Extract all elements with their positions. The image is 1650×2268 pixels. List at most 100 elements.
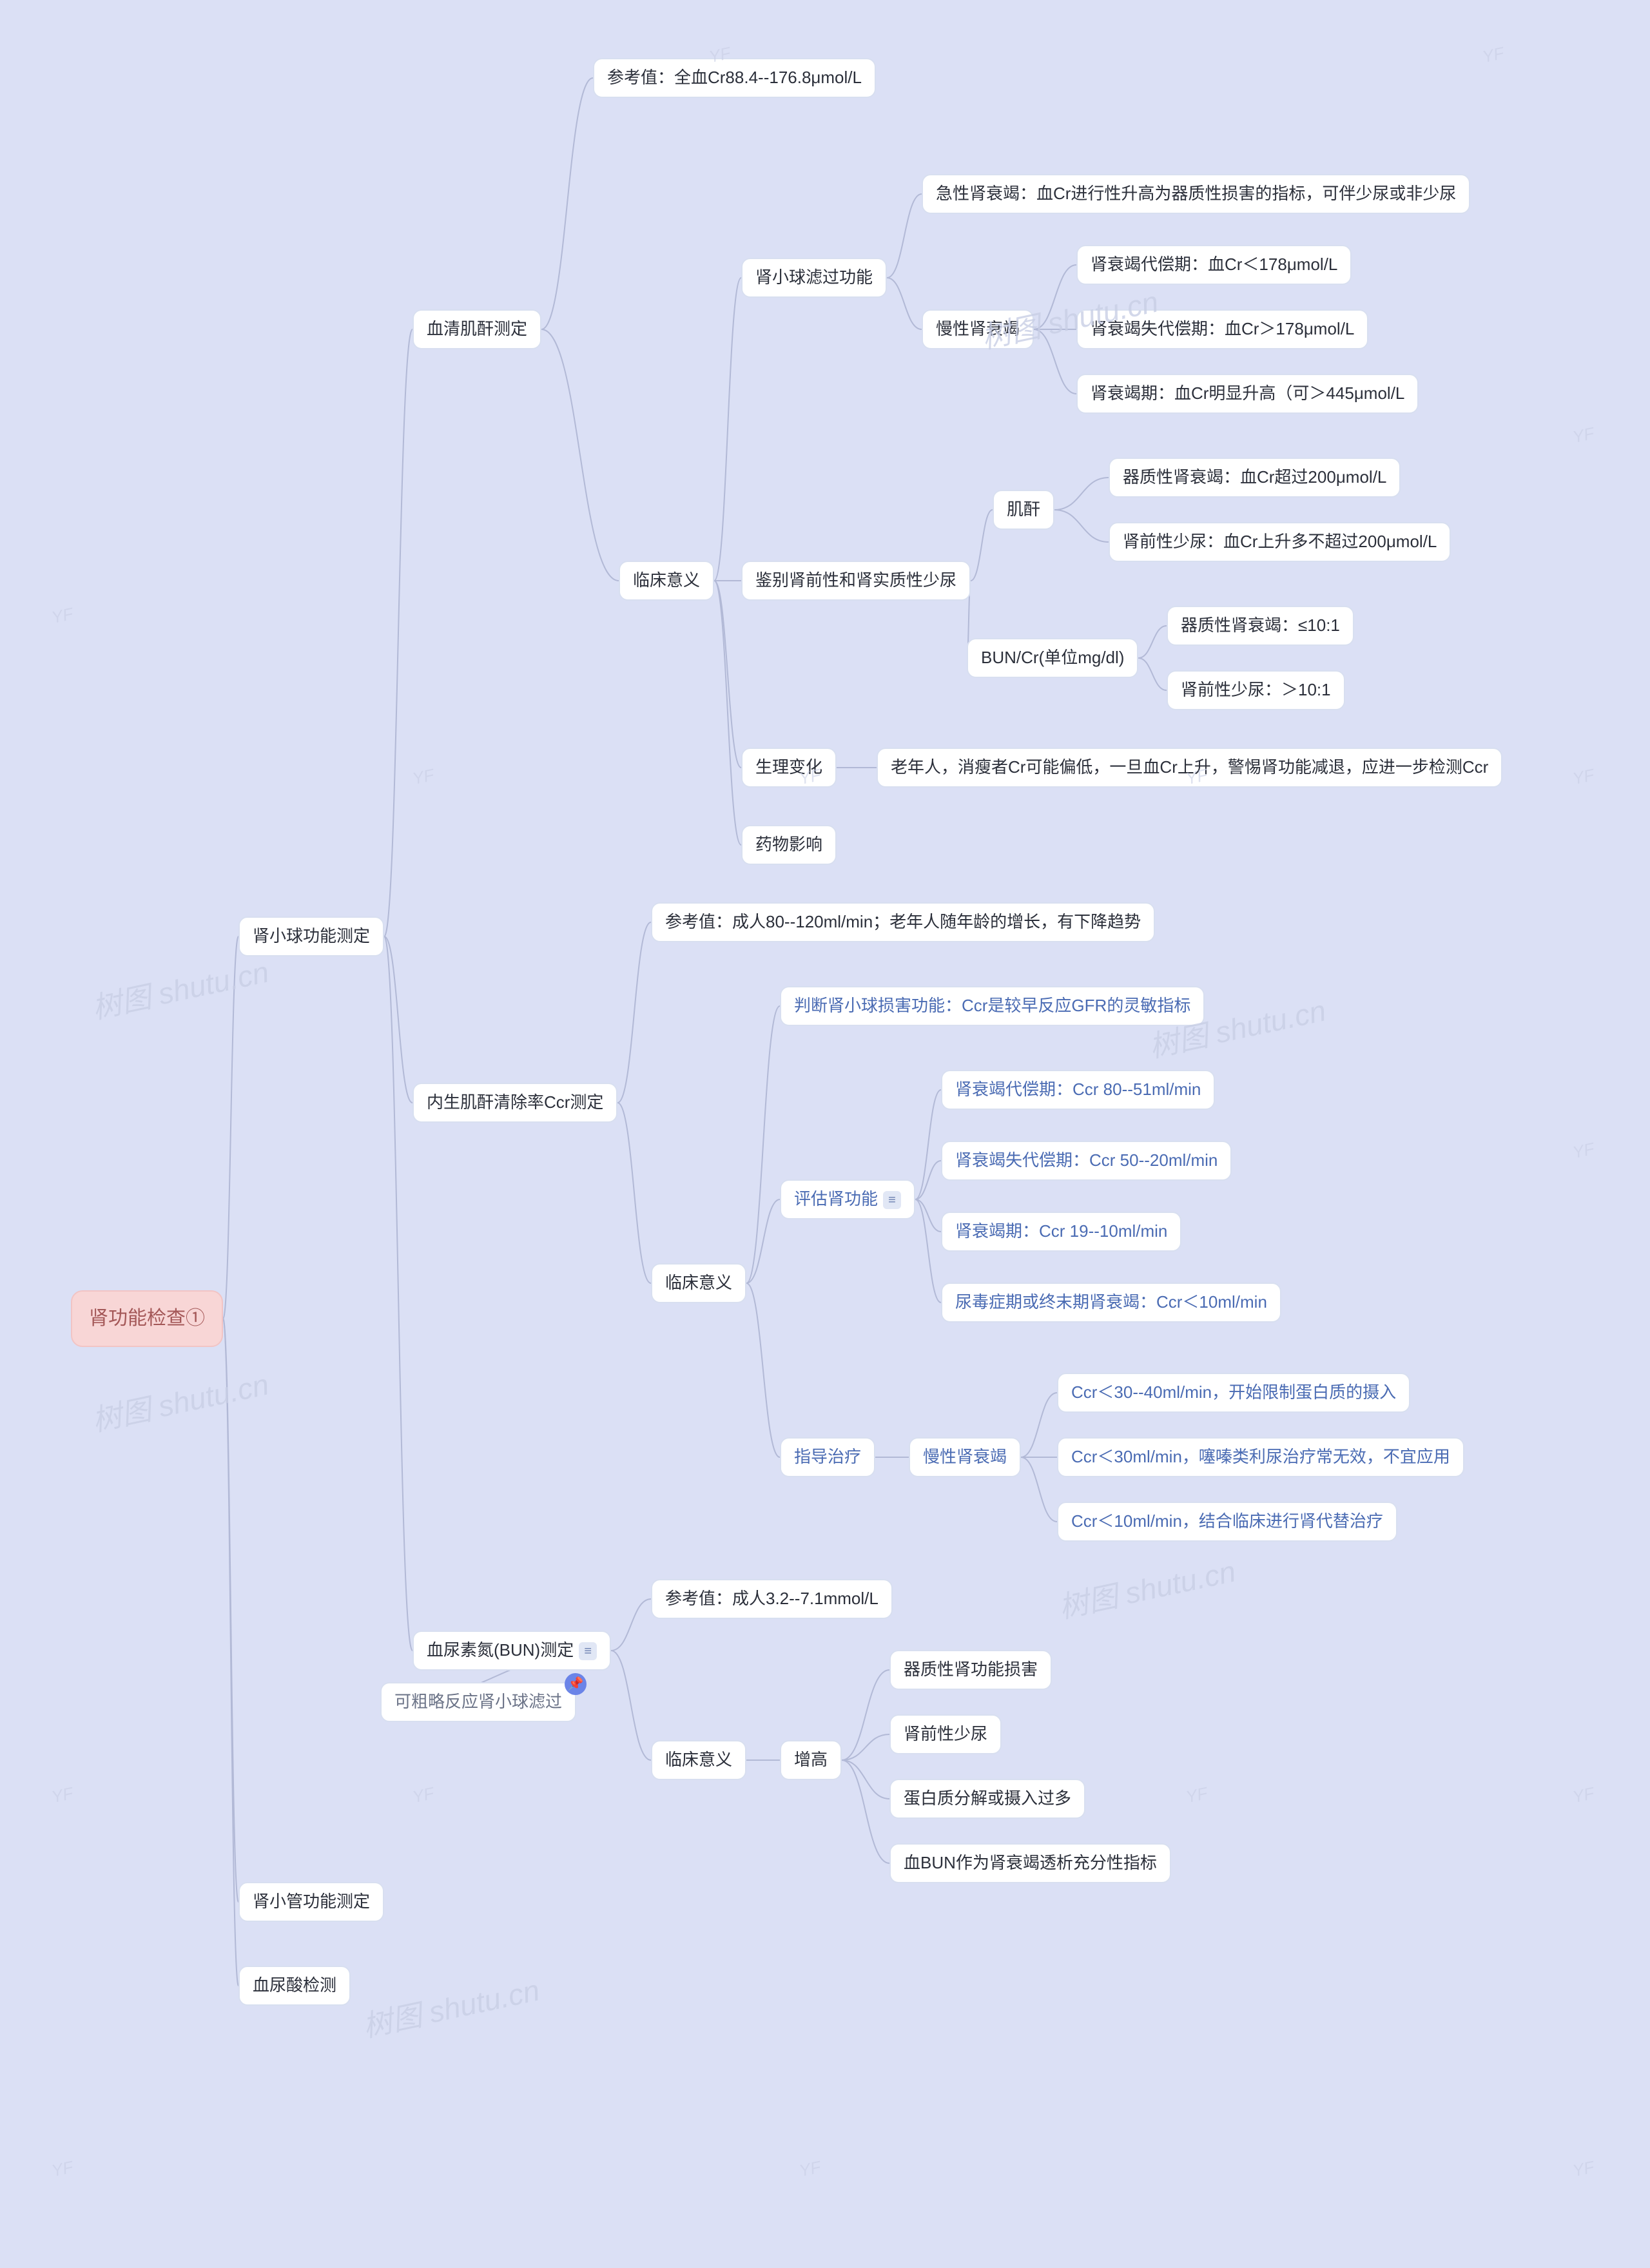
edge-A2b3a-A2b3a1 bbox=[1021, 1393, 1057, 1457]
mindmap-node-A1b1[interactable]: 肾小球滤过功能 bbox=[741, 258, 887, 298]
mindmap-node-A1b2a[interactable]: 肌酐 bbox=[993, 490, 1054, 530]
watermark-big: 树图 shutu.cn bbox=[358, 1967, 543, 2046]
watermark-small: YF bbox=[1571, 423, 1596, 447]
edge-A2b2-A2b2a bbox=[915, 1090, 941, 1199]
mindmap-node-A1b[interactable]: 临床意义 bbox=[619, 561, 714, 601]
node-badge-icon: ≡ bbox=[883, 1191, 901, 1209]
edge-A1b-A1b3 bbox=[714, 581, 741, 768]
mindmap-node-A3b[interactable]: 临床意义 bbox=[651, 1740, 746, 1780]
mindmap-node-A3b1d[interactable]: 血BUN作为肾衰竭透析充分性指标 bbox=[889, 1843, 1171, 1883]
edge-A-A3 bbox=[384, 936, 412, 1651]
edge-A1b2b-A1b2b2 bbox=[1138, 658, 1167, 690]
watermark-small: YF bbox=[1571, 765, 1596, 789]
mindmap-node-A2b3a2[interactable]: Ccr＜30ml/min，噻嗪类利尿治疗常无效，不宜应用 bbox=[1057, 1437, 1464, 1477]
mindmap-node-A3a[interactable]: 参考值：成人3.2--7.1mmol/L bbox=[651, 1579, 893, 1619]
mindmap-node-A2b1[interactable]: 判断肾小球损害功能：Ccr是较早反应GFR的灵敏指标 bbox=[780, 986, 1205, 1026]
mindmap-node-A1b1b3[interactable]: 肾衰竭期：血Cr明显升高（可＞445μmol/L bbox=[1076, 374, 1419, 414]
mindmap-node-A1b2[interactable]: 鉴别肾前性和肾实质性少尿 bbox=[741, 561, 971, 601]
mindmap-node-A1b2b1[interactable]: 器质性肾衰竭：≤10:1 bbox=[1167, 606, 1354, 646]
edge-root-A bbox=[223, 936, 238, 1319]
mindmap-node-A[interactable]: 肾小球功能测定 bbox=[238, 916, 384, 956]
edge-A1b2b-A1b2b1 bbox=[1138, 626, 1167, 658]
mindmap-node-A2b2b[interactable]: 肾衰竭失代偿期：Ccr 50--20ml/min bbox=[941, 1141, 1232, 1181]
edge-A3-A3b bbox=[611, 1651, 651, 1760]
edge-A2-A2b bbox=[617, 1103, 651, 1283]
edge-A2-A2a bbox=[617, 922, 651, 1103]
edge-A1b1b-A1b1b3 bbox=[1034, 329, 1076, 394]
mindmap-node-A3[interactable]: 血尿素氮(BUN)测定≡ bbox=[412, 1631, 611, 1671]
mindmap-node-A2b3a1[interactable]: Ccr＜30--40ml/min，开始限制蛋白质的摄入 bbox=[1057, 1373, 1410, 1413]
watermark-small: YF bbox=[50, 1783, 75, 1807]
mindmap-node-A3s[interactable]: 可粗略反应肾小球滤过 bbox=[380, 1682, 576, 1722]
mindmap-node-A2b3a3[interactable]: Ccr＜10ml/min，结合临床进行肾代替治疗 bbox=[1057, 1502, 1397, 1542]
edge-A2b2-A2b2c bbox=[915, 1199, 941, 1232]
mindmap-node-A2b3[interactable]: 指导治疗 bbox=[780, 1437, 875, 1477]
edge-A1b2-A1b2a bbox=[971, 510, 993, 581]
watermark-small: YF bbox=[50, 604, 75, 628]
mindmap-node-root[interactable]: 肾功能检查① bbox=[71, 1290, 223, 1347]
mindmap-node-A2b2a[interactable]: 肾衰竭代偿期：Ccr 80--51ml/min bbox=[941, 1070, 1215, 1110]
edge-A1b1-A1b1b bbox=[887, 278, 922, 329]
edge-A2b3a-A2b3a3 bbox=[1021, 1457, 1057, 1522]
watermark-small: YF bbox=[797, 2157, 822, 2181]
mindmap-node-A2b2d[interactable]: 尿毒症期或终末期肾衰竭：Ccr＜10ml/min bbox=[941, 1283, 1281, 1323]
edge-A1b1-A1b1a bbox=[887, 194, 922, 278]
edge-A3-A3a bbox=[611, 1599, 651, 1651]
pin-icon: 📌 bbox=[565, 1673, 587, 1695]
edge-A2b-A2b1 bbox=[746, 1006, 780, 1283]
mindmap-node-A2b[interactable]: 临床意义 bbox=[651, 1263, 746, 1303]
edge-A3b1-A3b1d bbox=[842, 1760, 889, 1863]
mindmap-node-A1b1b2[interactable]: 肾衰竭失代偿期：血Cr＞178μmol/L bbox=[1076, 309, 1368, 349]
mindmap-node-A1b1a[interactable]: 急性肾衰竭：血Cr进行性升高为器质性损害的指标，可伴少尿或非少尿 bbox=[922, 174, 1470, 214]
edge-A2b-A2b2 bbox=[746, 1199, 780, 1283]
mindmap-node-A1b2b[interactable]: BUN/Cr(单位mg/dl) bbox=[967, 638, 1138, 678]
mindmap-node-B[interactable]: 肾小管功能测定 bbox=[238, 1882, 384, 1922]
edge-A2b2-A2b2b bbox=[915, 1161, 941, 1199]
watermark-small: YF bbox=[1480, 43, 1506, 67]
mindmap-node-A1b2a2[interactable]: 肾前性少尿：血Cr上升多不超过200μmol/L bbox=[1109, 522, 1451, 562]
mindmap-node-A2b3a[interactable]: 慢性肾衰竭 bbox=[909, 1437, 1021, 1477]
watermark-small: YF bbox=[1184, 1783, 1209, 1807]
edge-A1b2a-A1b2a1 bbox=[1054, 478, 1109, 510]
mindmap-node-A2a[interactable]: 参考值：成人80--120ml/min；老年人随年龄的增长，有下降趋势 bbox=[651, 902, 1155, 942]
edge-A1b-A1b4 bbox=[714, 581, 741, 845]
edge-A1-A1b bbox=[541, 329, 619, 581]
mindmap-node-A2b2c[interactable]: 肾衰竭期：Ccr 19--10ml/min bbox=[941, 1212, 1181, 1252]
edge-root-C bbox=[223, 1319, 238, 1986]
watermark-big: 树图 shutu.cn bbox=[88, 949, 272, 1028]
mindmap-node-A3b1b[interactable]: 肾前性少尿 bbox=[889, 1714, 1002, 1754]
watermark-big: 树图 shutu.cn bbox=[88, 1361, 272, 1440]
mindmap-node-A1b3[interactable]: 生理变化 bbox=[741, 748, 837, 788]
edge-A3b1-A3b1b bbox=[842, 1734, 889, 1760]
watermark-big: 树图 shutu.cn bbox=[1054, 1548, 1239, 1627]
mindmap-node-A2[interactable]: 内生肌酐清除率Ccr测定 bbox=[412, 1083, 617, 1123]
mindmap-node-A3b1a[interactable]: 器质性肾功能损害 bbox=[889, 1650, 1052, 1690]
mindmap-node-A1b2b2[interactable]: 肾前性少尿：＞10:1 bbox=[1167, 670, 1345, 710]
mindmap-node-A1[interactable]: 血清肌酐测定 bbox=[412, 309, 541, 349]
edge-A3b1-A3b1a bbox=[842, 1670, 889, 1760]
watermark-small: YF bbox=[50, 2157, 75, 2181]
node-badge-icon: ≡ bbox=[579, 1642, 597, 1660]
mindmap-node-A1b1b1[interactable]: 肾衰竭代偿期：血Cr＜178μmol/L bbox=[1076, 245, 1352, 285]
mindmap-node-A1b4[interactable]: 药物影响 bbox=[741, 825, 837, 865]
mindmap-node-A3b1c[interactable]: 蛋白质分解或摄入过多 bbox=[889, 1779, 1085, 1819]
mindmap-node-A1a[interactable]: 参考值：全血Cr88.4--176.8μmol/L bbox=[593, 58, 876, 98]
watermark-small: YF bbox=[1571, 2157, 1596, 2181]
mindmap-node-A1b1b[interactable]: 慢性肾衰竭 bbox=[922, 309, 1034, 349]
edge-root-B bbox=[223, 1319, 238, 1902]
edge-A1b-A1b1 bbox=[714, 278, 741, 581]
watermark-small: YF bbox=[1571, 1139, 1596, 1163]
watermark-small: YF bbox=[1571, 1783, 1596, 1807]
watermark-small: YF bbox=[411, 765, 436, 789]
mindmap-node-A3b1[interactable]: 增高 bbox=[780, 1740, 842, 1780]
edge-A-A1 bbox=[384, 329, 412, 936]
edge-A3b1-A3b1c bbox=[842, 1760, 889, 1799]
edge-A2b2-A2b2d bbox=[915, 1199, 941, 1303]
mindmap-node-A1b2a1[interactable]: 器质性肾衰竭：血Cr超过200μmol/L bbox=[1109, 458, 1401, 498]
mindmap-node-A2b2[interactable]: 评估肾功能≡ bbox=[780, 1179, 915, 1219]
mindmap-node-A1b3a[interactable]: 老年人，消瘦者Cr可能偏低，一旦血Cr上升，警惕肾功能减退，应进一步检测Ccr bbox=[877, 748, 1502, 788]
watermark-small: YF bbox=[411, 1783, 436, 1807]
mindmap-node-C[interactable]: 血尿酸检测 bbox=[238, 1966, 351, 2006]
edge-A1b1b-A1b1b1 bbox=[1034, 265, 1076, 329]
edge-A-A2 bbox=[384, 936, 412, 1103]
